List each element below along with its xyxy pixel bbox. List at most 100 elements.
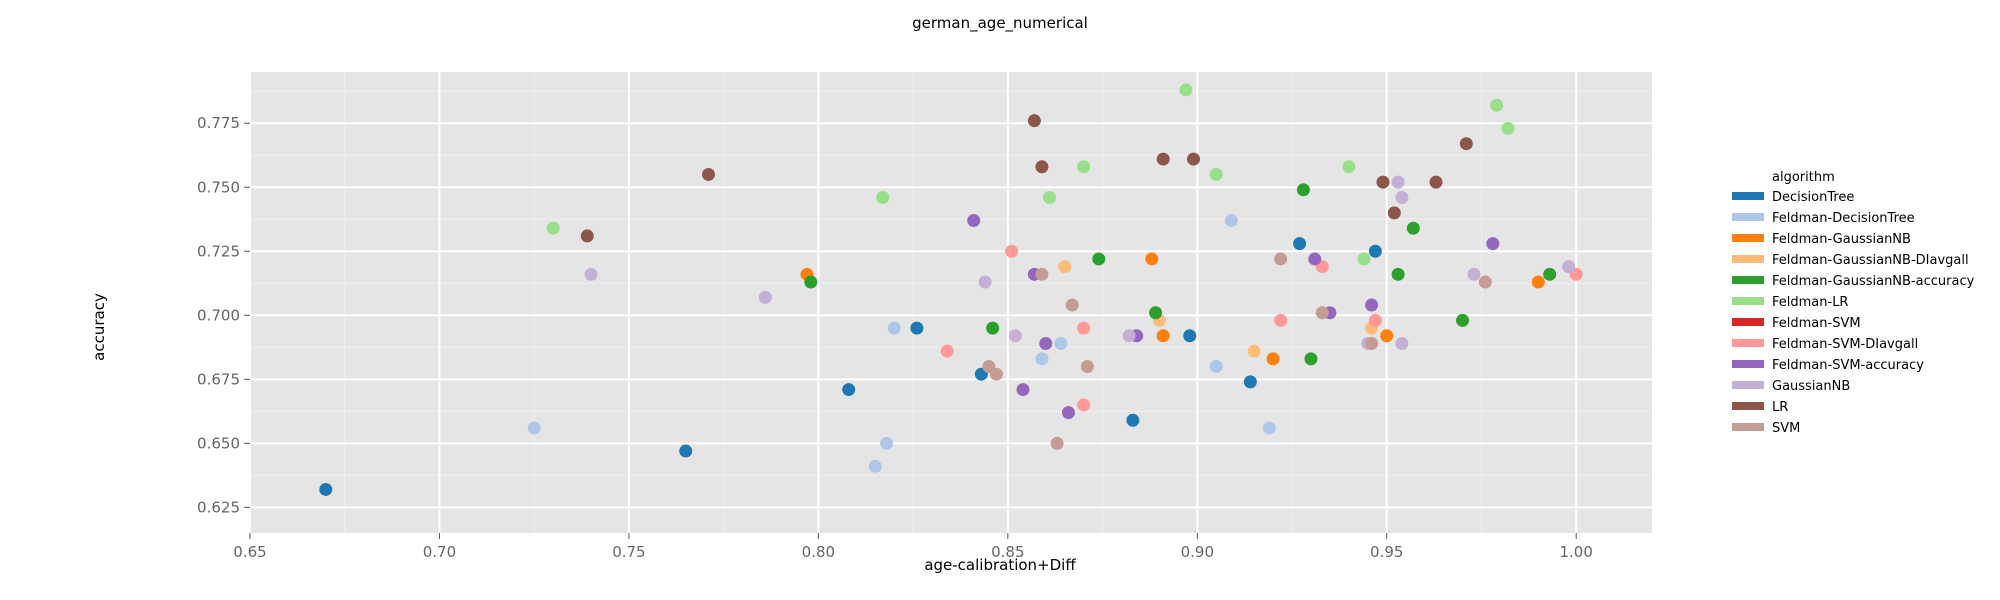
x-tick-label: 0.90	[1181, 543, 1214, 561]
legend-label-feldman-gaussiannb-accuracy: Feldman-GaussianNB-accuracy	[1772, 274, 1975, 289]
legend-label-lr: LR	[1772, 400, 1788, 415]
legend-swatch-feldman-svm	[1732, 318, 1764, 326]
x-tick-label: 0.80	[802, 543, 835, 561]
y-tick-label: 0.625	[197, 498, 240, 516]
point-decisiontree	[1126, 413, 1140, 427]
point-feldman-decisiontree	[527, 421, 541, 435]
point-svm	[1080, 360, 1094, 374]
point-feldman-gaussiannb	[1380, 329, 1394, 343]
plot-background	[250, 72, 1652, 533]
point-feldman-lr	[1357, 252, 1371, 266]
point-feldman-gaussiannb-accuracy	[1406, 221, 1420, 235]
point-lr	[580, 229, 594, 243]
legend-label-feldman-svm: Feldman-SVM	[1772, 316, 1861, 331]
legend: algorithm DecisionTree Feldman-DecisionTr…	[1732, 170, 1975, 436]
point-gaussiannb	[978, 275, 992, 289]
legend-label-decisiontree: DecisionTree	[1772, 190, 1854, 205]
y-tick-label: 0.775	[197, 114, 240, 132]
y-tick-label: 0.700	[197, 306, 240, 324]
point-feldman-lr	[1209, 167, 1223, 181]
point-feldman-svm-accuracy	[1016, 383, 1030, 397]
legend-swatch-feldman-svm-accuracy	[1732, 360, 1764, 368]
point-svm	[989, 367, 1003, 381]
point-feldman-gaussiannb-accuracy	[1092, 252, 1106, 266]
point-lr	[1429, 175, 1443, 189]
y-tick-label: 0.725	[197, 242, 240, 260]
point-lr	[1035, 160, 1049, 174]
x-axis-ticks: 0.65 0.70 0.75 0.80 0.85 0.90 0.95 1.00	[233, 533, 1593, 561]
x-tick-label: 1.00	[1560, 543, 1593, 561]
chart-title: german_age_numerical	[912, 14, 1088, 33]
point-feldman-svm-diavgall	[1077, 321, 1091, 335]
legend-label-gaussiannb: GaussianNB	[1772, 379, 1850, 394]
point-svm	[1035, 267, 1049, 281]
minor-grid	[250, 72, 1652, 533]
legend-swatch-feldman-svm-diavgall	[1732, 339, 1764, 347]
point-svm	[1274, 252, 1288, 266]
point-lr	[1027, 114, 1041, 128]
point-feldman-gaussiannb-accuracy	[1304, 352, 1318, 366]
x-tick-label: 0.70	[423, 543, 456, 561]
point-feldman-gaussiannb	[1156, 329, 1170, 343]
point-feldman-gaussiannb-accuracy	[986, 321, 1000, 335]
point-feldman-svm-accuracy	[1308, 252, 1322, 266]
point-feldman-svm-accuracy	[1061, 406, 1075, 420]
legend-swatch-feldman-decisiontree	[1732, 213, 1764, 221]
point-feldman-lr	[876, 190, 890, 204]
point-feldman-decisiontree	[880, 436, 894, 450]
point-decisiontree	[842, 383, 856, 397]
point-feldman-svm-diavgall	[1368, 313, 1382, 327]
point-feldman-decisiontree	[1224, 214, 1238, 228]
point-feldman-lr	[1342, 160, 1356, 174]
legend-swatch-svm	[1732, 423, 1764, 431]
point-feldman-gaussiannb	[1531, 275, 1545, 289]
point-svm	[1478, 275, 1492, 289]
legend-swatch-feldman-gaussiannb-diavgall	[1732, 255, 1764, 263]
point-svm	[1050, 436, 1064, 450]
point-feldman-decisiontree	[868, 459, 882, 473]
legend-swatch-decisiontree	[1732, 192, 1764, 200]
point-feldman-gaussiannb	[1266, 352, 1280, 366]
point-gaussiannb	[1467, 267, 1481, 281]
x-tick-label: 0.85	[991, 543, 1024, 561]
point-feldman-svm-diavgall	[1005, 244, 1019, 258]
point-gaussiannb	[1395, 190, 1409, 204]
point-gaussiannb	[1562, 260, 1576, 274]
point-feldman-decisiontree	[887, 321, 901, 335]
point-svm	[1365, 336, 1379, 350]
point-decisiontree	[910, 321, 924, 335]
major-grid	[249, 72, 1652, 533]
point-svm	[1315, 306, 1329, 320]
point-lr	[1156, 152, 1170, 166]
point-feldman-gaussiannb-accuracy	[1149, 306, 1163, 320]
point-feldman-svm-accuracy	[1365, 298, 1379, 312]
point-feldman-gaussiannb-diavgall	[1247, 344, 1261, 358]
data-points	[319, 83, 1583, 496]
legend-label-feldman-svm-diavgall: Feldman-SVM-DIavgall	[1772, 337, 1918, 352]
point-svm	[1065, 298, 1079, 312]
point-feldman-lr	[546, 221, 560, 235]
point-gaussiannb	[1008, 329, 1022, 343]
legend-title: algorithm	[1772, 170, 1835, 185]
point-gaussiannb	[1395, 336, 1409, 350]
point-lr	[1187, 152, 1201, 166]
point-lr	[1376, 175, 1390, 189]
point-feldman-decisiontree	[1262, 421, 1276, 435]
point-decisiontree	[1368, 244, 1382, 258]
x-axis-label: age-calibration+Diff	[924, 556, 1076, 574]
legend-swatch-lr	[1732, 402, 1764, 410]
point-feldman-svm-diavgall	[1274, 313, 1288, 327]
legend-swatch-feldman-lr	[1732, 297, 1764, 305]
point-decisiontree	[1293, 237, 1307, 251]
point-feldman-svm-accuracy	[1039, 336, 1053, 350]
point-feldman-gaussiannb-accuracy	[1296, 183, 1310, 197]
point-feldman-lr	[1179, 83, 1193, 97]
y-axis-ticks: 0.625 0.650 0.675 0.700 0.725 0.750 0.775	[197, 114, 250, 516]
point-feldman-lr	[1501, 121, 1515, 135]
point-feldman-lr	[1043, 190, 1057, 204]
point-decisiontree	[679, 444, 693, 458]
point-feldman-gaussiannb	[1145, 252, 1159, 266]
point-feldman-lr	[1077, 160, 1091, 174]
point-decisiontree	[1183, 329, 1197, 343]
